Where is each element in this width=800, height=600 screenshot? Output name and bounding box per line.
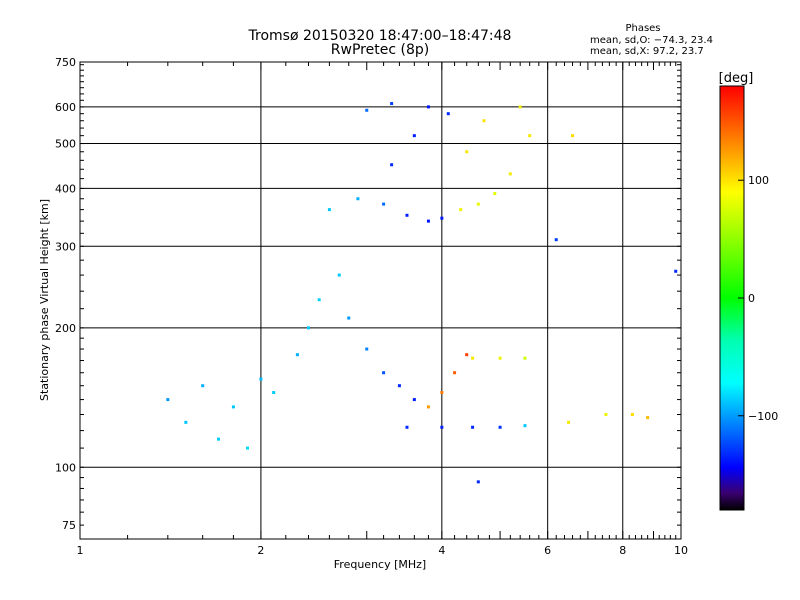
scatter-point [390, 163, 394, 167]
scatter-point [295, 353, 299, 357]
scatter-point [426, 219, 430, 223]
scatter-point [465, 353, 469, 357]
scatter-point [307, 326, 311, 330]
colorbar-tick-label: −100 [748, 410, 778, 423]
scatter-point [604, 412, 608, 416]
scatter-point [471, 425, 475, 429]
chart-title-line1: Tromsø 20150320 18:47:00–18:47:48 [248, 28, 512, 44]
y-tick-label: 75 [62, 519, 76, 532]
x-tick-label: 6 [544, 544, 551, 557]
scatter-point [317, 298, 321, 302]
stats-line-x: mean, sd,X: 97.2, 23.7 [590, 46, 704, 57]
scatter-point [571, 134, 575, 138]
scatter-point [446, 112, 450, 116]
scatter-point [347, 316, 351, 320]
x-tick-label: 10 [674, 544, 688, 557]
data-points [166, 102, 678, 484]
scatter-point [630, 412, 634, 416]
scatter-point [231, 405, 235, 409]
scatter-point [523, 424, 527, 428]
x-tick-label: 4 [438, 544, 445, 557]
scatter-point [646, 416, 650, 420]
y-tick-label: 750 [55, 56, 76, 69]
stats-line-o: mean, sd,O: −74.3, 23.4 [590, 35, 713, 46]
scatter-point [246, 446, 250, 450]
scatter-point [365, 108, 369, 112]
x-tick-labels: 1 2 4 6 8 10 [77, 544, 689, 557]
scatter-point [476, 480, 480, 484]
scatter-point [356, 197, 360, 201]
scatter-point [459, 208, 463, 212]
scatter-point [382, 371, 386, 375]
colorbar-unit-label: [deg] [719, 71, 754, 86]
y-tick-labels: 75 100 200 300 400 500 600 750 [55, 56, 76, 532]
x-tick-label: 2 [257, 544, 264, 557]
scatter-point [508, 172, 512, 176]
scatter-point [259, 377, 263, 381]
y-tick-label: 300 [55, 240, 76, 253]
grid-lines [80, 62, 681, 539]
x-tick-label: 1 [77, 544, 84, 557]
scatter-point [476, 202, 480, 206]
scatter-point [412, 398, 416, 402]
plot-frame [79, 61, 682, 540]
scatter-point [498, 356, 502, 360]
x-axis-label: Frequency [MHz] [334, 558, 426, 571]
scatter-point [397, 384, 401, 388]
scatter-point [528, 134, 532, 138]
chart-title-line2: RwPretec (8p) [331, 42, 429, 58]
scatter-point [327, 208, 331, 212]
scatter-point [554, 238, 558, 242]
scatter-point [498, 425, 502, 429]
scatter-point [440, 391, 444, 395]
scatter-point [523, 356, 527, 360]
scatter-point [382, 202, 386, 206]
y-tick-label: 100 [55, 461, 76, 474]
scatter-point [674, 269, 678, 273]
y-tick-label: 500 [55, 138, 76, 151]
scatter-point [465, 150, 469, 154]
scatter-point [412, 134, 416, 138]
scatter-point [493, 192, 497, 196]
scatter-point [166, 398, 170, 402]
y-axis-label: Stationary phase Virtual Height [km] [38, 199, 51, 401]
colorbar-tick-label: 100 [748, 174, 769, 187]
scatter-point [216, 437, 220, 441]
scatter-point [426, 405, 430, 409]
scatter-point [272, 391, 276, 395]
scatter-point [518, 105, 522, 109]
scatter-point [440, 425, 444, 429]
axis-ticks [79, 62, 682, 539]
scatter-point [390, 102, 394, 106]
scatter-point [365, 347, 369, 351]
scatter-point [567, 420, 571, 424]
scatter-point [405, 213, 409, 217]
scatter-point [482, 119, 486, 123]
stats-heading: Phases [625, 23, 660, 34]
x-tick-label: 8 [619, 544, 626, 557]
scatter-point [184, 420, 188, 424]
scatter-point [201, 384, 205, 388]
colorbar-tick-label: 0 [748, 292, 755, 305]
scatter-point [405, 425, 409, 429]
scatter-point [426, 105, 430, 109]
scatter-point [453, 371, 457, 375]
scatter-point [337, 273, 341, 277]
y-tick-label: 600 [55, 101, 76, 114]
scatter-point [471, 356, 475, 360]
y-tick-label: 200 [55, 322, 76, 335]
scatter-point [440, 216, 444, 220]
colorbar-ticks: 100 0 −100 [738, 174, 778, 423]
y-tick-label: 400 [55, 182, 76, 195]
